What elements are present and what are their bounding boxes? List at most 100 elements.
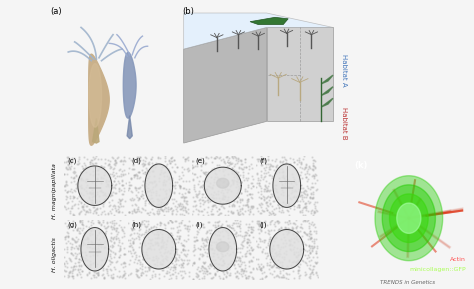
Point: [164, 177, 172, 181]
Point: [264, 189, 271, 193]
Point: [91, 260, 99, 265]
Point: [232, 275, 240, 279]
Point: [277, 163, 284, 167]
Point: [107, 202, 114, 207]
Point: [200, 207, 208, 211]
Point: [211, 229, 219, 234]
Polygon shape: [183, 13, 333, 49]
Point: [231, 271, 239, 275]
Point: [141, 171, 149, 176]
Point: [109, 166, 117, 171]
Point: [129, 240, 137, 244]
Point: [89, 232, 96, 236]
Point: [99, 268, 107, 273]
Point: [239, 212, 247, 216]
Point: [141, 158, 148, 163]
Point: [87, 160, 94, 164]
Point: [100, 276, 107, 281]
Point: [295, 172, 303, 177]
Point: [291, 259, 298, 264]
Point: [115, 205, 123, 209]
Point: [196, 204, 203, 209]
Point: [237, 272, 245, 277]
Point: [129, 218, 137, 222]
Point: [151, 261, 158, 266]
Point: [268, 163, 276, 168]
Point: [212, 192, 219, 197]
Point: [174, 271, 182, 276]
Point: [158, 262, 165, 266]
Point: [265, 189, 273, 194]
Point: [88, 200, 96, 205]
Point: [68, 199, 76, 204]
Point: [192, 203, 200, 207]
Point: [87, 276, 95, 281]
Point: [275, 175, 283, 180]
Point: [256, 276, 264, 281]
Point: [232, 274, 240, 279]
Point: [145, 201, 153, 205]
Point: [173, 224, 181, 229]
Point: [183, 258, 191, 263]
Point: [267, 191, 275, 196]
Polygon shape: [92, 118, 99, 143]
Point: [61, 255, 68, 260]
Point: [266, 221, 273, 226]
Point: [290, 239, 298, 244]
Point: [73, 180, 81, 185]
Point: [284, 178, 292, 183]
Point: [273, 265, 280, 269]
Point: [73, 251, 81, 256]
Point: [108, 193, 116, 197]
Point: [279, 273, 286, 277]
Point: [136, 224, 144, 228]
Point: [145, 246, 153, 250]
Point: [302, 162, 310, 166]
Point: [164, 200, 171, 205]
Point: [137, 273, 145, 278]
Point: [158, 227, 166, 232]
Polygon shape: [321, 87, 333, 95]
Point: [233, 191, 240, 195]
Point: [299, 195, 306, 199]
Point: [181, 204, 188, 209]
Point: [193, 238, 201, 243]
Point: [274, 195, 282, 200]
Point: [213, 252, 220, 256]
Point: [63, 250, 70, 254]
Point: [236, 199, 244, 204]
Point: [305, 244, 313, 249]
Point: [64, 235, 72, 240]
Point: [191, 203, 199, 208]
Point: [283, 272, 291, 277]
Point: [212, 246, 220, 251]
Point: [227, 189, 235, 194]
Point: [68, 206, 76, 211]
Point: [238, 240, 246, 244]
Point: [233, 234, 240, 238]
Polygon shape: [217, 242, 229, 252]
Point: [146, 188, 153, 193]
Point: [237, 157, 245, 162]
Point: [171, 241, 178, 245]
Point: [286, 156, 293, 161]
Point: [239, 169, 246, 174]
Point: [292, 181, 300, 186]
Point: [170, 248, 177, 252]
Point: [223, 187, 230, 192]
Point: [284, 230, 292, 234]
Point: [241, 209, 248, 214]
Point: [61, 262, 68, 267]
Point: [101, 212, 109, 217]
Point: [106, 244, 114, 248]
Point: [183, 252, 191, 256]
Point: [270, 211, 277, 215]
Point: [222, 218, 230, 223]
Point: [93, 262, 101, 266]
Point: [310, 173, 318, 178]
Point: [234, 179, 241, 184]
Point: [184, 165, 191, 170]
Point: [101, 156, 109, 161]
Point: [100, 209, 108, 214]
Point: [148, 165, 156, 170]
